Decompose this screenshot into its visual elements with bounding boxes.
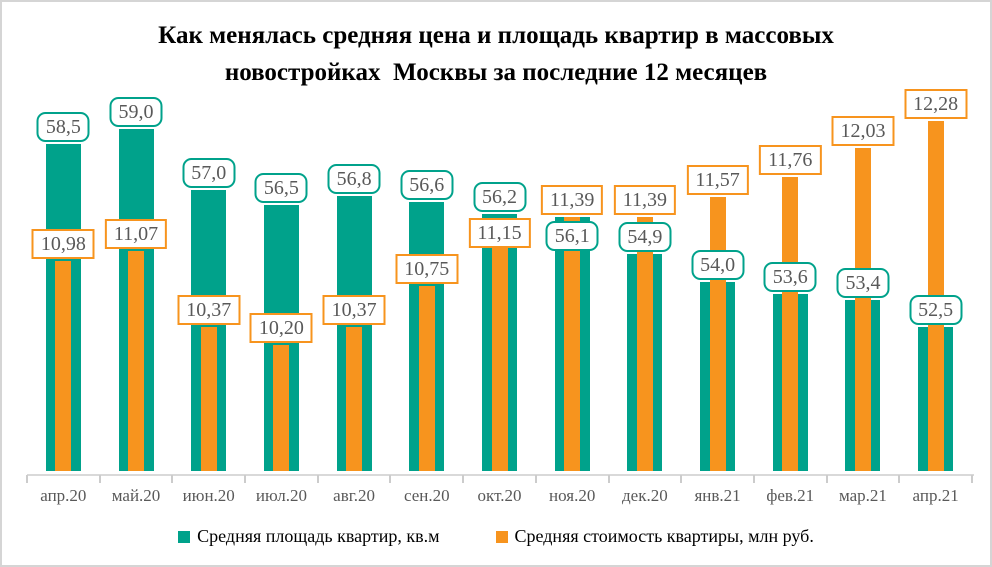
x-axis-tick	[898, 475, 901, 483]
price-bar	[709, 197, 726, 471]
x-axis-label: июл.20	[255, 486, 307, 505]
price-value-label: 10,37	[322, 294, 386, 325]
x-axis-tick	[389, 475, 392, 483]
x-axis-tick	[26, 475, 28, 483]
price-value-label: 12,03	[831, 115, 895, 146]
x-axis-tick	[825, 475, 828, 483]
x-axis-label: фев.21	[766, 486, 815, 505]
price-value-label: 10,20	[249, 312, 313, 343]
price-bar	[418, 285, 435, 471]
x-axis-label: ноя.20	[549, 486, 596, 505]
area-value-label: 56,5	[254, 173, 308, 204]
price-value-label: 11,15	[468, 218, 531, 249]
price-value-label: 11,39	[541, 184, 604, 215]
chart-title-line1: Как менялась средняя цена и площадь квар…	[158, 22, 834, 49]
x-axis-label: окт.20	[477, 486, 522, 505]
legend-label-area: Средняя площадь квартир, кв.м	[197, 526, 440, 546]
area-value-label: 53,6	[763, 261, 817, 292]
price-bar	[273, 344, 290, 471]
x-axis-tick	[171, 475, 174, 483]
x-axis-tick	[316, 475, 319, 483]
x-axis-line	[27, 474, 974, 476]
legend-swatch-price-icon	[495, 530, 508, 543]
price-bar	[346, 326, 363, 471]
area-value-label: 54,9	[618, 222, 672, 253]
x-axis-label: апр.21	[912, 486, 959, 505]
x-axis-tick	[607, 475, 610, 483]
price-value-label: 12,28	[904, 88, 968, 119]
chart-title-line2: новостройках Москвы за последние 12 меся…	[224, 59, 768, 86]
price-value-label: 11,76	[759, 144, 822, 175]
x-axis-tick	[534, 475, 537, 483]
price-bar	[200, 326, 217, 471]
x-axis-label: мар.21	[838, 486, 887, 505]
area-value-label: 56,6	[400, 170, 454, 201]
legend-item-area: Средняя площадь квартир, кв.м	[178, 526, 440, 547]
area-value-label: 58,5	[36, 112, 90, 143]
price-bar	[491, 242, 508, 471]
price-bar	[636, 216, 653, 471]
area-value-label: 56,1	[545, 220, 599, 251]
price-bar	[55, 260, 72, 471]
legend: Средняя площадь квартир, кв.м Средняя ст…	[2, 526, 990, 547]
price-value-label: 10,75	[395, 253, 459, 284]
area-value-label: 53,4	[836, 267, 890, 298]
area-value-label: 56,2	[473, 182, 526, 213]
x-axis-label: июн.20	[182, 486, 235, 505]
x-axis-label: дек.20	[622, 486, 668, 505]
price-value-label: 11,39	[613, 184, 677, 215]
legend-swatch-area-icon	[178, 530, 191, 543]
x-axis-label: янв.21	[694, 486, 741, 505]
area-value-label: 52,5	[909, 295, 963, 326]
x-axis-tick	[98, 475, 101, 483]
x-axis-tick	[752, 475, 755, 483]
price-bar	[854, 147, 871, 471]
legend-item-price: Средняя стоимость квартиры, млн руб.	[495, 526, 814, 547]
x-axis-label: авг.20	[333, 486, 376, 505]
price-value-label: 10,37	[177, 294, 241, 325]
price-bar	[782, 176, 799, 471]
x-axis-label: май.20	[111, 486, 161, 505]
price-value-label: 11,57	[686, 165, 749, 196]
area-value-label: 59,0	[109, 96, 163, 127]
legend-label-price: Средняя стоимость квартиры, млн руб.	[514, 526, 814, 546]
price-bar	[564, 216, 581, 471]
x-axis-label: апр.20	[40, 486, 87, 505]
price-value-label: 10,98	[31, 228, 95, 259]
x-axis-tick	[680, 475, 683, 483]
area-value-label: 56,8	[327, 164, 381, 195]
x-axis-tick	[971, 475, 973, 483]
x-axis-label: сен.20	[403, 486, 450, 505]
area-value-label: 57,0	[182, 157, 236, 188]
price-value-label: 11,07	[104, 219, 168, 250]
price-bar	[128, 251, 145, 471]
chart-title: Как менялась средняя цена и площадь квар…	[2, 17, 990, 91]
x-axis-tick	[462, 475, 465, 483]
area-value-label: 54,0	[691, 249, 745, 280]
x-axis-tick	[244, 475, 247, 483]
